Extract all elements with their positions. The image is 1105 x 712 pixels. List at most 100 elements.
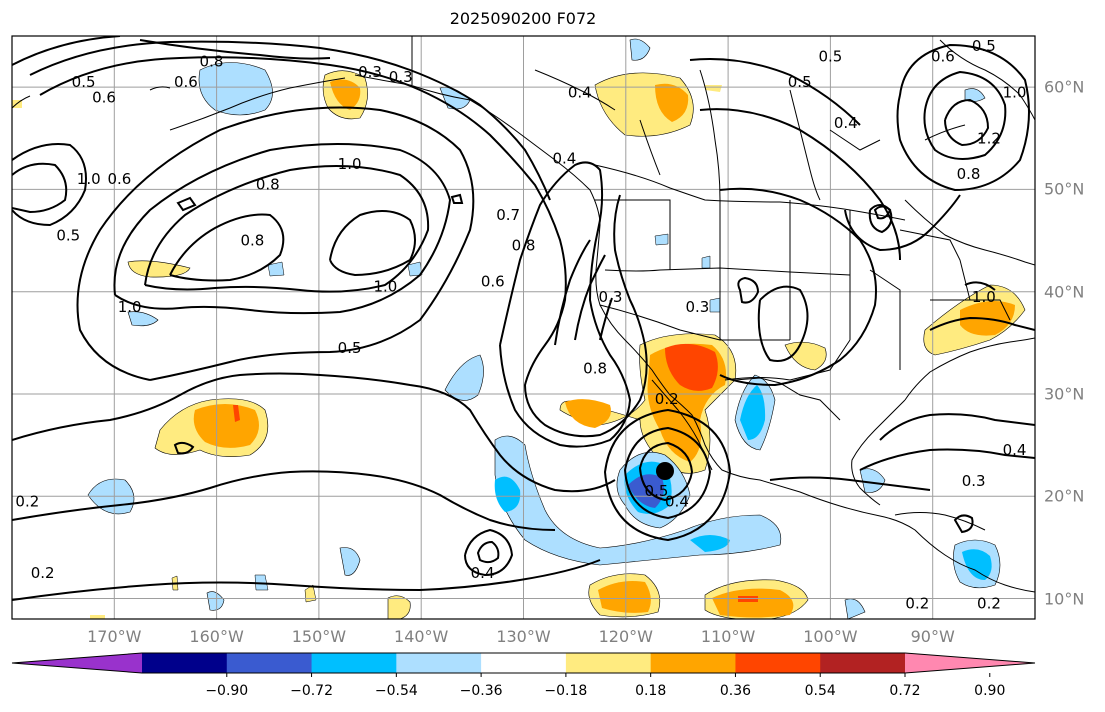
latitude-tick-label: 40°N (1044, 282, 1085, 302)
contour-value-label: 0.8 (200, 53, 224, 71)
colorbar-segment (311, 653, 397, 673)
shade-positive (127, 260, 191, 278)
contour-value-label: 0.2 (15, 492, 39, 510)
shade-negative (267, 261, 285, 277)
colorbar (11, 652, 1036, 677)
shade-negative (962, 549, 992, 580)
contour-value-label: 0.5 (72, 73, 96, 91)
shade-negative (206, 591, 225, 611)
colorbar-segment (650, 653, 736, 673)
latitude-tick-label: 20°N (1044, 486, 1085, 506)
shade-negative (690, 535, 730, 552)
shade-negative (740, 385, 766, 440)
contour-value-label: 0.8 (957, 165, 981, 183)
shade-negative (494, 476, 521, 512)
shade-negative (444, 354, 484, 401)
latitude-tick-label: 10°N (1044, 589, 1085, 609)
contour-value-label: 0.3 (962, 472, 986, 490)
colorbar-segment (142, 653, 228, 673)
contour-value-label: 0.6 (931, 47, 955, 65)
contour-lines (12, 36, 1035, 601)
contour-value-label: 0.4 (1003, 441, 1027, 459)
contour-value-label: 0.4 (552, 150, 576, 168)
contour-value-label: 0.8 (256, 175, 280, 193)
shade-positive (233, 405, 240, 422)
contour-value-label: 0.3 (599, 288, 623, 306)
longitude-tick-label: 120°W (598, 627, 653, 646)
colorbar-segment (226, 653, 313, 673)
contour-value-label: 0.4 (471, 564, 495, 582)
colorbar-segment (481, 653, 567, 673)
contour-value-label: 1.0 (77, 170, 101, 188)
colorbar-segment (396, 653, 482, 673)
longitude-tick-label: 150°W (291, 627, 347, 646)
colorbar-tick-label: 0.90 (974, 683, 1006, 699)
shade-negative (859, 468, 886, 493)
longitude-tick-label: 130°W (496, 627, 551, 646)
chart-title: 2025090200 F072 (449, 9, 597, 28)
contour-value-label: 0.5 (972, 37, 996, 55)
colorbar-segment (820, 653, 906, 673)
shade-positive (712, 588, 794, 618)
contour-value-label: 0.4 (568, 83, 592, 101)
shade-negative (701, 255, 711, 269)
colorbar-outline (11, 652, 1036, 674)
shade-negative (844, 598, 866, 619)
contour-value-label: 0.6 (107, 170, 131, 188)
shade-negative (198, 62, 273, 116)
shade-positive (705, 85, 722, 92)
shade-negative (654, 233, 669, 246)
shade-positive (90, 615, 105, 619)
longitude-tick-label: 140°W (394, 627, 449, 646)
colorbar-tick-label: −0.36 (459, 683, 503, 699)
colorbar-tick-label: −0.90 (205, 683, 249, 699)
colorbar-tick-label: 0.54 (804, 683, 836, 699)
graticule (12, 36, 1035, 619)
plot-frame (11, 35, 1036, 620)
colorbar-extend-low (12, 653, 142, 673)
contour-value-label: 1.2 (977, 129, 1001, 147)
colorbar-tick-label: −0.72 (290, 683, 333, 699)
shade-positive (387, 595, 411, 619)
contour-value-label: 1.0 (338, 155, 362, 173)
contour-value-label: 1.0 (373, 278, 397, 296)
contour-value-label: 0.2 (655, 390, 679, 408)
storm-center-marker (656, 462, 674, 480)
shade-negative (127, 311, 159, 327)
contour-value-label: 0.5 (338, 339, 362, 357)
contour-label-layer: 0.50.60.80.60.3 0.30.40.50.50.60.51.00.41… (15, 37, 1027, 613)
shade-negative (628, 474, 664, 508)
latitude-tick-label: 50°N (1044, 179, 1085, 199)
contour-value-label: 0.6 (174, 73, 198, 91)
shade-negative (709, 297, 721, 313)
contour-value-label: 1.0 (972, 288, 996, 306)
contour-value-label: 0.2 (977, 595, 1001, 613)
contour-value-label: 0.3 (685, 298, 709, 316)
shade-positive (565, 399, 611, 428)
shade-negative (494, 435, 782, 566)
longitude-tick-label: 110°W (700, 627, 756, 646)
shade-negative (629, 38, 651, 61)
shade-negative (964, 88, 986, 102)
contour-value-label: 0.8 (512, 237, 536, 255)
longitude-tick-label: 90°W (910, 627, 955, 646)
contour-value-label: 0.5 (818, 47, 842, 65)
longitude-tick-label: 170°W (87, 627, 142, 646)
colorbar-tick-label: 0.18 (635, 683, 667, 699)
contour-value-label: 0.8 (583, 359, 607, 377)
colorbar-extend-high (905, 653, 1035, 673)
shading-layer (12, 38, 1026, 619)
contour-value-label: 0.5 (788, 73, 812, 91)
shade-positive (598, 581, 651, 613)
longitude-tick-label: 160°W (189, 627, 244, 646)
contour-value-label: 0.2 (31, 564, 55, 582)
shade-negative (407, 261, 423, 277)
latitude-tick-label: 60°N (1044, 77, 1085, 97)
longitude-tick-label: 100°W (803, 627, 858, 646)
contour-value-label: 0.4 (665, 492, 689, 510)
contour-value-label: 0.3 (358, 63, 382, 81)
colorbar-tick-label: 0.36 (719, 683, 752, 699)
contour-value-label: 0.5 (56, 226, 80, 244)
colorbar-tick-label: −0.18 (544, 683, 588, 699)
